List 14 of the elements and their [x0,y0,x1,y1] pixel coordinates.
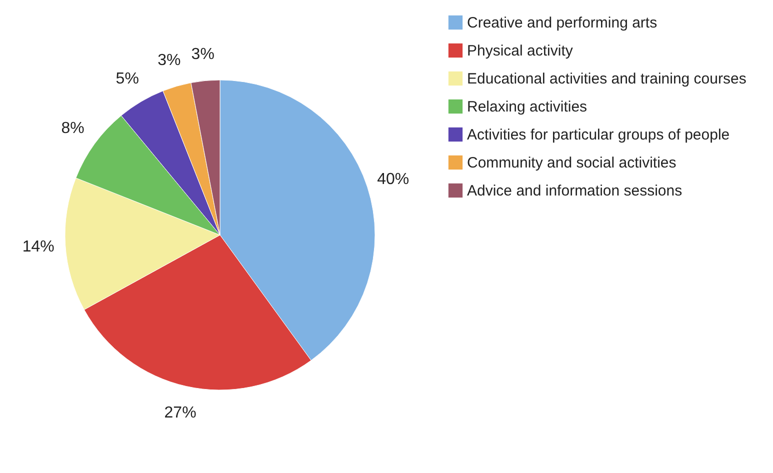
data-label: 3% [158,52,181,70]
legend-label: Educational activities and training courses [467,70,746,88]
legend-label: Community and social activities [467,154,676,172]
legend-label: Activities for particular groups of people [467,126,730,144]
legend-label: Creative and performing arts [467,14,658,32]
data-label: 3% [191,46,214,63]
legend-label: Physical activity [467,42,574,60]
data-label: 14% [22,238,54,256]
legend-label: Advice and information sessions [467,182,682,200]
data-label: 8% [61,120,84,138]
data-label: 5% [116,70,139,88]
data-label: 40% [377,170,410,188]
data-label: 27% [164,404,196,422]
legend-label: Relaxing activities [467,98,588,116]
